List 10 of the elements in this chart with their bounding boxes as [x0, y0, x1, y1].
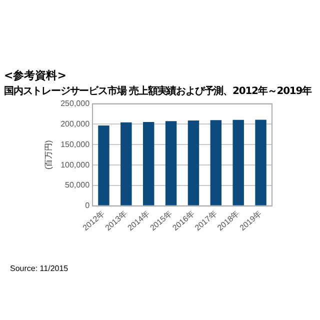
chart-title: <参考資料>	[4, 68, 66, 83]
y-tick-label: 200,000	[60, 119, 90, 128]
y-tick-label: 0	[85, 201, 90, 210]
y-tick-label: 100,000	[60, 160, 90, 170]
y-tick-label: 50,000	[65, 180, 90, 190]
y-axis-title: (百万円)	[44, 140, 54, 170]
y-tick-label: 150,000	[60, 140, 90, 149]
source-note: Source: 11/2015	[10, 264, 68, 273]
chart-subtitle: 国内ストレージサービス市場 売上額実績および予測、2012年～2019年	[4, 84, 312, 98]
y-tick-label: 250,000	[60, 99, 90, 108]
